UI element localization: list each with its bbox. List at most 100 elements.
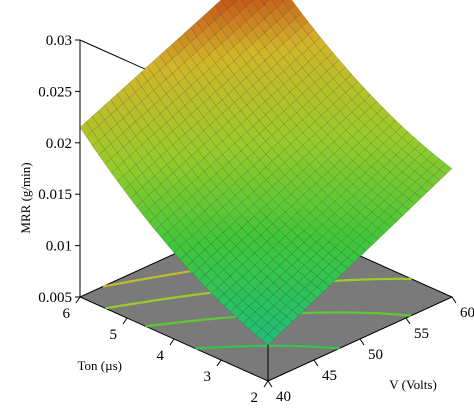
surface-patch <box>166 199 181 214</box>
surface-patch <box>228 115 242 131</box>
surface-patch <box>310 286 324 299</box>
x-tick-mark <box>267 380 273 388</box>
y-tick-mark <box>122 317 128 325</box>
surface-patch <box>142 194 156 210</box>
surface-patch <box>129 192 143 207</box>
surface-patch <box>184 141 199 157</box>
surface-patch <box>166 102 180 118</box>
surface-patch <box>239 6 253 22</box>
surface-patch <box>345 136 360 149</box>
surface-patch <box>234 150 248 165</box>
surface-patch <box>313 36 328 51</box>
surface-patch <box>147 89 161 106</box>
surface-patch <box>122 82 136 99</box>
y-tick-mark <box>216 359 222 367</box>
surface-patch <box>197 171 211 186</box>
surface-patch <box>148 161 162 177</box>
surface-patch <box>240 157 254 172</box>
surface-patch <box>216 180 230 195</box>
surface-patch <box>420 159 434 171</box>
x-tick-mark <box>451 296 457 304</box>
surface-patch <box>242 317 256 330</box>
surface-patch <box>179 253 194 268</box>
surface-patch <box>389 188 404 201</box>
surface-patch <box>351 118 366 132</box>
surface-patch <box>234 96 248 111</box>
surface-patch <box>295 93 310 108</box>
surface-patch <box>211 287 225 301</box>
y-tick-mark <box>263 380 269 388</box>
surface-patch <box>383 205 398 217</box>
surface-patch <box>247 165 261 179</box>
surface-patch <box>160 164 174 179</box>
surface-patch <box>204 191 218 206</box>
surface-patch <box>190 108 204 123</box>
surface-patch <box>285 253 299 266</box>
surface-patch <box>328 269 342 281</box>
x-axis-ticks: 40 45 50 55 60 <box>267 296 474 405</box>
surface-patch <box>359 239 373 252</box>
surface-patch <box>252 106 266 121</box>
surface-patch <box>210 225 224 239</box>
surface-patch <box>321 206 336 220</box>
y-tick-label: 6 <box>63 306 71 322</box>
surface-patch <box>148 202 162 218</box>
surface-patch <box>285 265 299 278</box>
surface-patch <box>420 180 434 193</box>
surface-patch <box>234 176 248 191</box>
surface-patch <box>353 245 367 258</box>
z-tick-label: 0.005 <box>38 290 72 306</box>
surface-patch <box>322 274 336 287</box>
surface-patch <box>285 287 299 300</box>
surface-patch <box>281 0 286 3</box>
y-tick-mark <box>75 296 81 304</box>
surface-patch <box>248 300 262 313</box>
surface-patch <box>216 154 230 169</box>
surface-patch <box>365 233 379 246</box>
surface-patch <box>198 223 212 238</box>
surface-patch <box>184 127 198 143</box>
surface-patch <box>184 42 198 58</box>
surface-patch <box>260 253 274 266</box>
surface-patch <box>245 43 260 59</box>
surface-patch <box>222 187 236 202</box>
surface-patch <box>301 74 316 89</box>
surface-patch <box>235 252 249 265</box>
surface-patch <box>191 190 205 205</box>
surface-patch <box>304 292 318 305</box>
surface-patch <box>185 209 199 223</box>
surface-patch <box>401 154 416 167</box>
y-tick-label: 2 <box>251 390 259 406</box>
surface-patch <box>315 224 330 237</box>
surface-patch <box>228 195 242 209</box>
surface-patch <box>248 264 262 278</box>
surface-patch <box>341 257 355 269</box>
y-axis-label: Ton (µs) <box>78 358 123 373</box>
surface-patch <box>196 59 210 75</box>
surface-patch <box>222 174 236 189</box>
surface-patch <box>433 169 447 181</box>
surface-patch <box>161 231 175 246</box>
surface-patch <box>339 154 354 167</box>
surface-patch <box>233 26 247 42</box>
surface-patch <box>266 270 280 284</box>
surface-patch <box>148 216 162 231</box>
surface-patch <box>154 224 168 239</box>
surface-patch <box>252 65 266 81</box>
surface-patch <box>190 79 204 95</box>
surface-patch <box>202 68 216 84</box>
surface-patch <box>222 213 236 228</box>
x-tick-label: 40 <box>276 389 291 405</box>
surface-patch <box>172 152 186 168</box>
surface-patch <box>202 39 216 56</box>
surface-patch <box>265 186 280 200</box>
y-tick-label: 3 <box>204 369 212 385</box>
surface-patch <box>178 160 193 176</box>
surface-patch <box>211 275 225 289</box>
surface-patch <box>215 85 229 101</box>
surface-patch <box>395 171 410 184</box>
surface-patch <box>191 163 205 178</box>
surface-patch <box>333 171 348 185</box>
surface-patch <box>377 222 392 234</box>
surface-patch <box>185 182 199 197</box>
